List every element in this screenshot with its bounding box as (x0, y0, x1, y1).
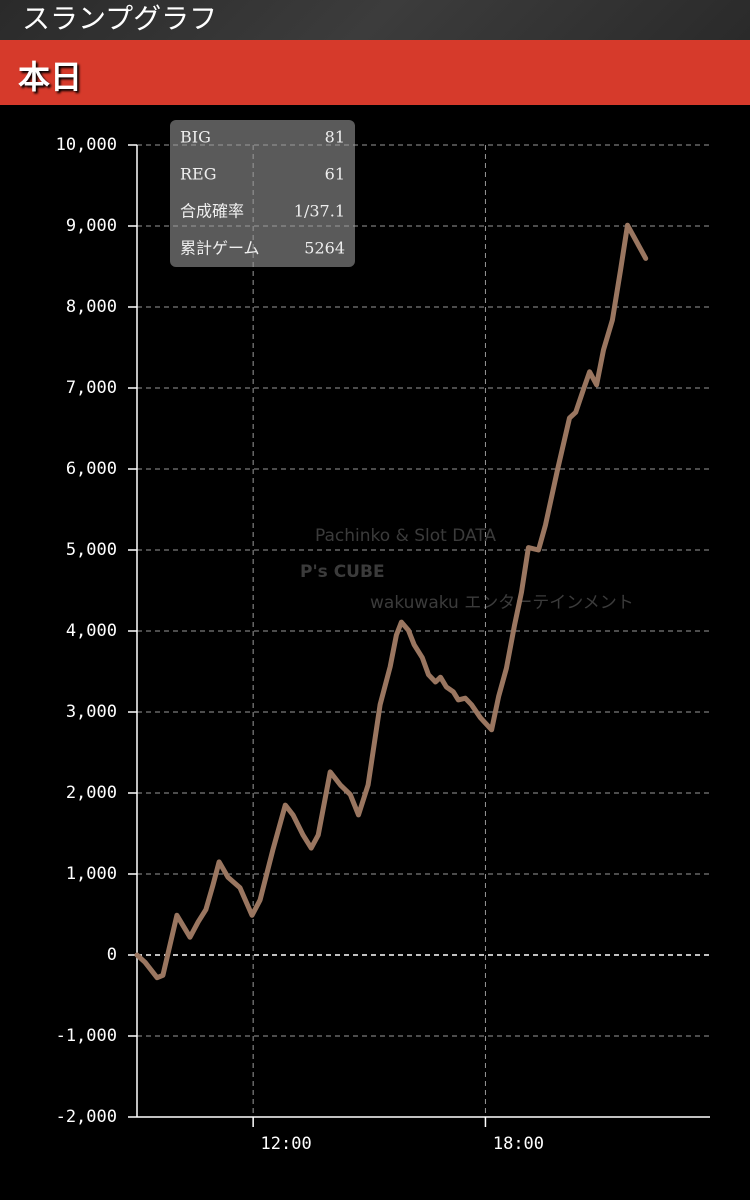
y-tick-label: 9,000 (66, 216, 117, 236)
y-tick-label: -1,000 (56, 1026, 117, 1046)
tab-bar: 本日 (0, 40, 750, 105)
y-tick-label: 10,000 (56, 135, 117, 155)
y-tick-label: 4,000 (66, 621, 117, 641)
y-tick-label: 7,000 (66, 378, 117, 398)
page-title: スランプグラフ (22, 2, 218, 35)
x-tick-label: 12:00 (261, 1134, 312, 1154)
slump-line (134, 222, 649, 981)
stat-label: BIG (180, 128, 211, 147)
stat-value: 81 (325, 128, 345, 147)
stat-value: 1/37.1 (294, 202, 345, 221)
y-tick-label: 3,000 (66, 702, 117, 722)
watermark-brand: P's CUBE (300, 562, 385, 582)
watermark-sub: wakuwaku エンターテインメント (370, 593, 634, 613)
y-tick-label: 2,000 (66, 783, 117, 803)
tab-label[interactable]: 本日 (18, 58, 83, 96)
x-tick-label: 18:00 (493, 1134, 544, 1154)
y-tick-label: 5,000 (66, 540, 117, 560)
stat-value: 61 (325, 165, 345, 184)
stat-value: 5264 (304, 239, 345, 258)
watermark-tagline: Pachinko & Slot DATA (315, 526, 496, 546)
stat-label: 累計ゲーム (180, 239, 260, 258)
y-tick-label: 1,000 (66, 864, 117, 884)
y-tick-label: 0 (107, 945, 117, 965)
y-tick-label: -2,000 (56, 1107, 117, 1127)
header-bar: スランプグラフ (0, 0, 750, 40)
stats-box (170, 120, 355, 267)
y-tick-label: 6,000 (66, 459, 117, 479)
stat-label: 合成確率 (180, 202, 244, 221)
y-tick-label: 8,000 (66, 297, 117, 317)
stat-label: REG (180, 165, 217, 184)
